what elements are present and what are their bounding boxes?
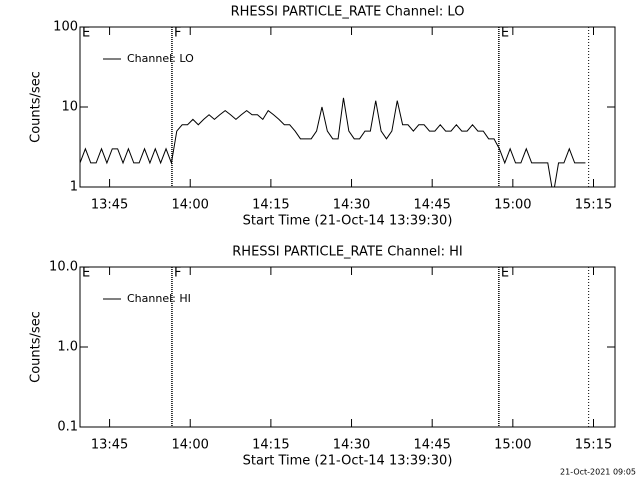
data-line xyxy=(80,97,586,187)
y-tick-label: 1.0 xyxy=(57,340,78,355)
y-axis-label: Counts/sec xyxy=(29,71,44,143)
event-label: F xyxy=(174,266,181,281)
event-label: F xyxy=(174,26,181,41)
y-tick-label: 10.0 xyxy=(49,260,78,275)
x-tick-label: 13:45 xyxy=(91,438,128,453)
event-label: E xyxy=(501,26,509,41)
legend-label: Channel: HI xyxy=(127,292,191,305)
chart-title: RHESSI PARTICLE_RATE Channel: HI xyxy=(232,245,462,260)
y-tick-label: 100 xyxy=(53,20,78,35)
x-tick-label: 14:00 xyxy=(171,198,208,213)
event-label: E xyxy=(82,26,90,41)
x-tick-label: 14:15 xyxy=(252,438,289,453)
y-tick-label: 1 xyxy=(70,180,78,195)
x-tick-label: 15:15 xyxy=(575,198,612,213)
x-tick-label: 14:15 xyxy=(252,198,289,213)
y-tick-label: 10 xyxy=(61,100,78,115)
x-tick-label: 14:45 xyxy=(413,198,450,213)
x-tick-label: 14:30 xyxy=(333,198,370,213)
event-label: E xyxy=(82,266,90,281)
legend-label: Channel: LO xyxy=(127,52,194,65)
series-group xyxy=(80,97,586,187)
footer-timestamp: 21-Oct-2021 09:05 xyxy=(560,468,636,477)
x-tick-label: 15:00 xyxy=(494,198,531,213)
x-tick-label: 15:15 xyxy=(575,438,612,453)
x-axis-label: Start Time (21-Oct-14 13:39:30) xyxy=(243,454,453,469)
y-axis-label: Counts/sec xyxy=(29,311,44,383)
event-label: E xyxy=(501,266,509,281)
x-tick-label: 14:45 xyxy=(413,438,450,453)
x-tick-label: 14:00 xyxy=(171,438,208,453)
x-tick-label: 13:45 xyxy=(91,198,128,213)
x-tick-label: 14:30 xyxy=(333,438,370,453)
x-axis-label: Start Time (21-Oct-14 13:39:30) xyxy=(243,214,453,229)
chart-title: RHESSI PARTICLE_RATE Channel: LO xyxy=(231,5,465,20)
plot-frame xyxy=(79,266,616,428)
y-tick-label: 0.1 xyxy=(57,420,78,435)
x-tick-label: 15:00 xyxy=(494,438,531,453)
